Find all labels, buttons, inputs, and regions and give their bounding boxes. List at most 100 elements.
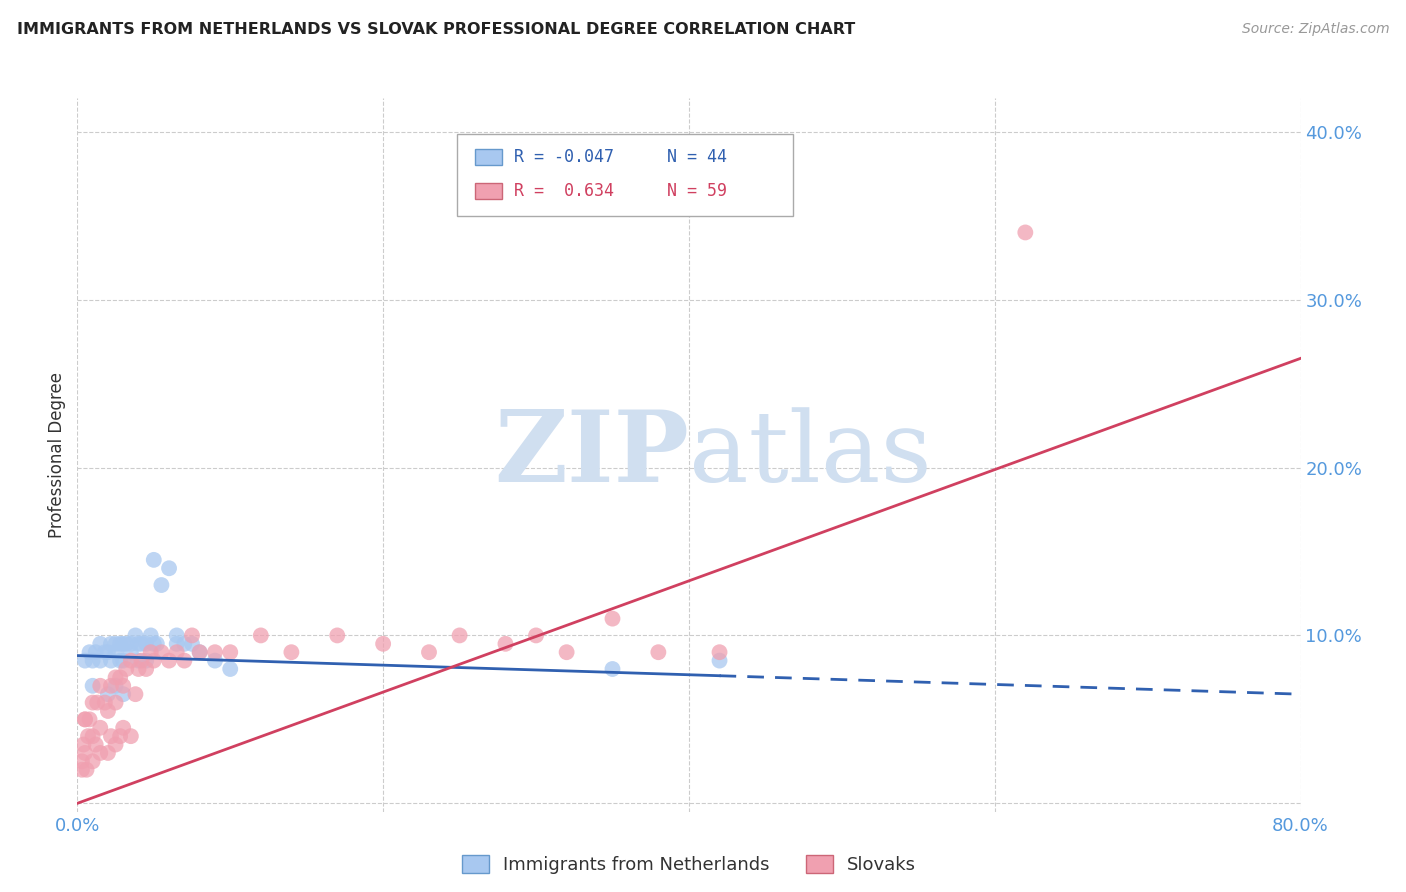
Point (647, 645, 669, 659)
Point (79, 712, 101, 726)
Point (204, 645, 226, 659)
Point (131, 637, 153, 651)
Point (112, 637, 135, 651)
Point (150, 578, 173, 592)
Point (82, 654, 104, 668)
Point (104, 645, 127, 659)
Point (166, 637, 188, 651)
Point (94, 645, 117, 659)
Text: atlas: atlas (689, 407, 932, 503)
Text: ZIP: ZIP (494, 407, 689, 503)
Point (120, 645, 142, 659)
Point (76, 763, 98, 777)
Legend: Immigrants from Netherlands, Slovaks: Immigrants from Netherlands, Slovaks (454, 847, 924, 881)
Point (418, 645, 440, 659)
Point (120, 729, 142, 743)
Point (72, 738, 94, 752)
Point (104, 696, 127, 710)
Point (70, 763, 93, 777)
Text: Source: ZipAtlas.com: Source: ZipAtlas.com (1241, 22, 1389, 37)
Point (131, 654, 153, 668)
FancyBboxPatch shape (475, 183, 502, 199)
Point (120, 637, 142, 651)
Point (139, 628, 162, 642)
Y-axis label: Professional Degree: Professional Degree (48, 372, 66, 538)
Point (77, 729, 100, 743)
Point (204, 654, 226, 668)
Point (89, 637, 111, 651)
Point (449, 628, 471, 642)
Point (326, 628, 349, 642)
Point (104, 670, 127, 684)
Point (555, 645, 578, 659)
Point (73, 746, 96, 760)
Point (89, 721, 111, 735)
Point (709, 645, 731, 659)
Point (157, 561, 180, 575)
Point (97, 704, 120, 718)
Point (602, 662, 624, 676)
Point (142, 637, 165, 651)
Point (94, 696, 117, 710)
Point (135, 637, 157, 651)
Point (100, 729, 122, 743)
Text: N = 59: N = 59 (666, 182, 727, 200)
Point (82, 696, 104, 710)
Point (97, 687, 120, 701)
Point (104, 738, 127, 752)
Point (73, 654, 96, 668)
Point (127, 654, 149, 668)
Point (150, 645, 173, 659)
Point (97, 746, 120, 760)
Point (135, 662, 157, 676)
Point (100, 654, 122, 668)
Point (82, 729, 104, 743)
Point (146, 637, 169, 651)
Point (166, 628, 188, 642)
Point (89, 746, 111, 760)
Point (166, 645, 188, 659)
Point (108, 670, 131, 684)
Point (84, 738, 107, 752)
Point (135, 654, 157, 668)
Point (115, 637, 138, 651)
Point (181, 637, 204, 651)
Text: IMMIGRANTS FROM NETHERLANDS VS SLOVAK PROFESSIONAL DEGREE CORRELATION CHART: IMMIGRANTS FROM NETHERLANDS VS SLOVAK PR… (17, 22, 855, 37)
Text: N = 44: N = 44 (666, 148, 727, 166)
Point (142, 654, 165, 668)
Point (124, 687, 146, 701)
Point (112, 679, 135, 693)
Point (142, 553, 165, 567)
Point (97, 645, 120, 659)
Point (86, 696, 108, 710)
Point (495, 637, 517, 651)
Point (371, 637, 394, 651)
Point (115, 662, 138, 676)
Point (280, 645, 302, 659)
Point (104, 679, 127, 693)
Point (108, 729, 131, 743)
Point (73, 712, 96, 726)
Point (89, 679, 111, 693)
Point (112, 721, 135, 735)
Point (127, 637, 149, 651)
Point (108, 637, 131, 651)
Point (108, 654, 131, 668)
Point (112, 687, 135, 701)
Point (79, 645, 101, 659)
Point (173, 637, 195, 651)
Point (173, 654, 195, 668)
Point (181, 628, 204, 642)
FancyBboxPatch shape (475, 150, 502, 165)
Point (70, 755, 93, 769)
Point (100, 637, 122, 651)
Point (250, 628, 273, 642)
Point (157, 654, 180, 668)
Point (73, 712, 96, 726)
Text: R = -0.047: R = -0.047 (515, 148, 614, 166)
Point (602, 612, 624, 626)
Point (84, 645, 107, 659)
Point (188, 645, 211, 659)
Point (104, 637, 127, 651)
Point (188, 645, 211, 659)
